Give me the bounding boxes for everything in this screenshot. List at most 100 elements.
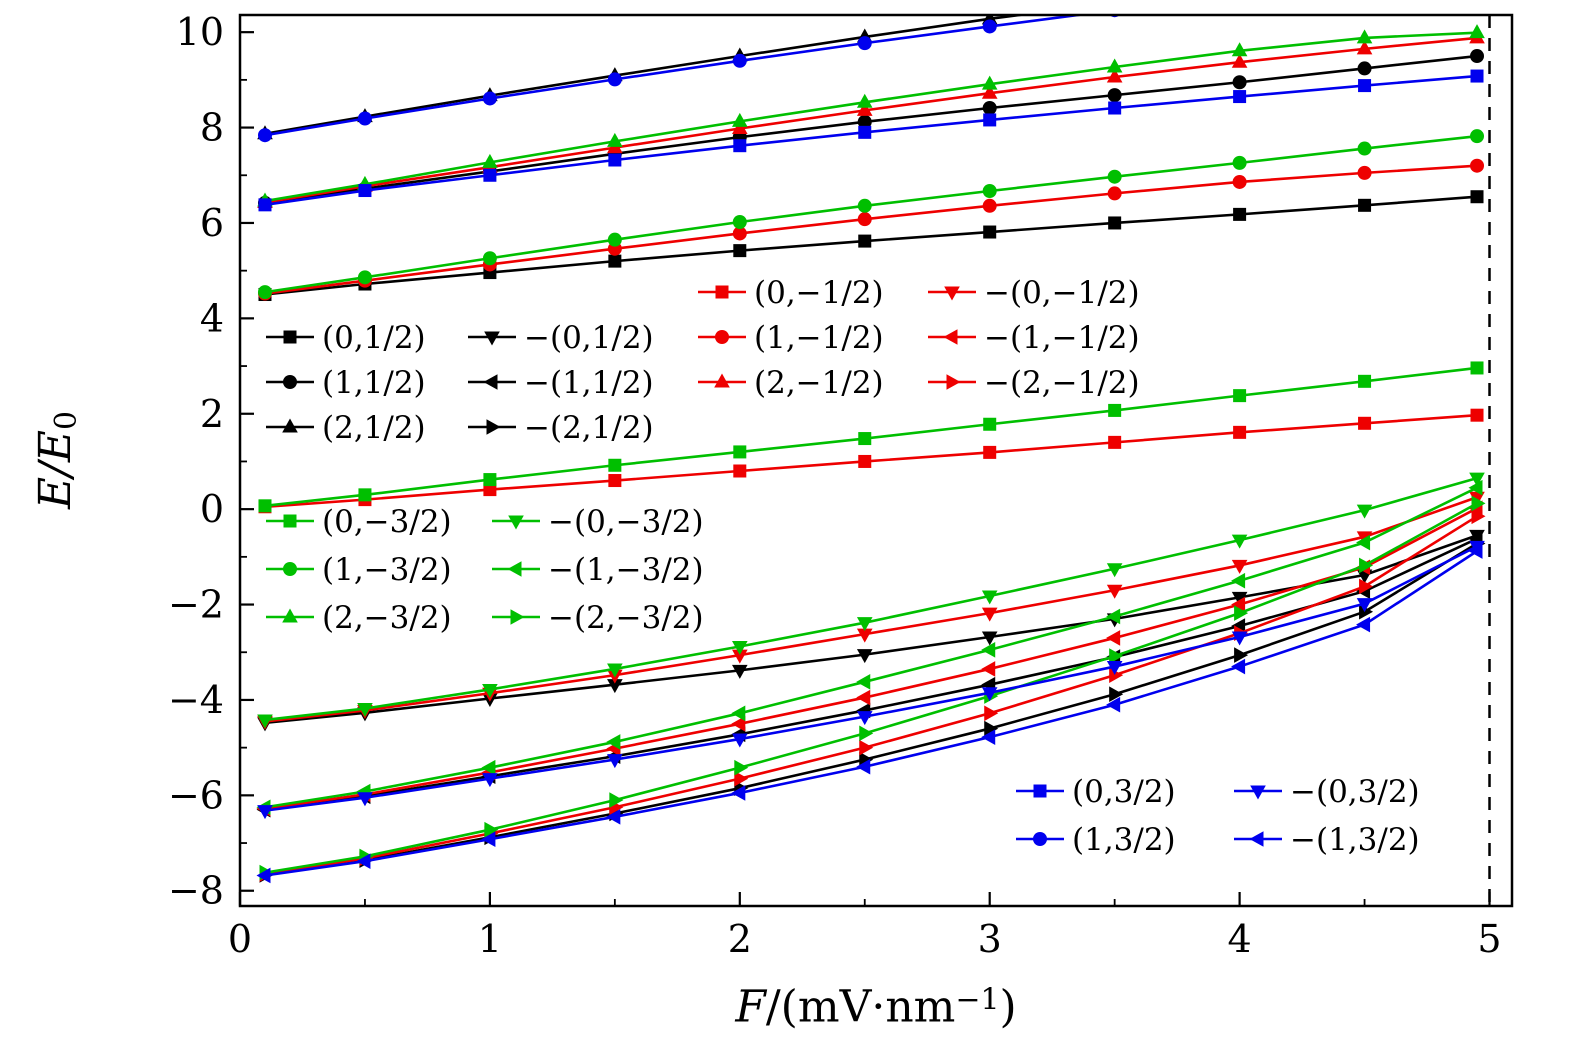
legend-label: −(1,3/2) (1290, 822, 1420, 858)
series-marker-triangle-down (1356, 598, 1373, 613)
series-marker-triangle-down (607, 663, 623, 678)
series-marker-triangle-down (1231, 534, 1248, 549)
series-marker-triangle-left (483, 374, 498, 390)
series-marker-square (1033, 784, 1047, 798)
x-axis-title: F/(mV·nm−1) (735, 982, 1016, 1033)
series-marker-triangle-down (856, 617, 873, 632)
x-axis-title-symbol: F (735, 981, 766, 1033)
series-marker-triangle-left (731, 705, 746, 722)
series-marker-circle (732, 226, 747, 241)
series-marker-square (283, 330, 297, 344)
x-axis-title-exponent: −1 (955, 982, 1000, 1018)
series-marker-square (283, 514, 297, 528)
series-marker-square (1470, 408, 1484, 422)
series-marker-triangle-up (282, 418, 298, 433)
series-marker-triangle-down (1231, 591, 1248, 606)
series-marker-triangle-right (859, 739, 874, 756)
series-marker-triangle-left (1106, 630, 1121, 646)
y-tick-label: −4 (168, 678, 224, 722)
legend-entry: (2,−3/2) (266, 600, 452, 636)
y-axis-title: E/E0 (30, 411, 84, 509)
series-marker-square (608, 474, 622, 488)
series-marker-circle (482, 91, 497, 106)
series (257, 29, 1485, 208)
legend-entry: −(0,−3/2) (492, 504, 704, 540)
series-marker-triangle-right (1234, 647, 1249, 663)
series-marker-circle (732, 53, 747, 68)
series-marker-square (608, 458, 622, 472)
legend-label: −(0,1/2) (524, 320, 654, 356)
series (258, 69, 1484, 212)
y-tick-label: 2 (200, 392, 224, 436)
legend-entry: (0,3/2) (1016, 774, 1176, 810)
series-marker-circle (1233, 0, 1247, 1)
series (257, 472, 1485, 729)
series (258, 408, 1484, 514)
series-marker-square (258, 198, 272, 212)
series-marker-triangle-left (606, 809, 621, 825)
legend-label: (1,−3/2) (322, 552, 452, 588)
series-marker-triangle-right (1471, 495, 1486, 512)
series-line (264, 134, 1478, 294)
series-marker-triangle-down (732, 641, 748, 656)
series-marker-square (983, 445, 997, 459)
legend-label: (2,−3/2) (322, 600, 452, 636)
series-marker-square (1358, 198, 1372, 212)
series-marker-triangle-left (1468, 479, 1483, 496)
legend-label: (0,−1/2) (754, 275, 884, 311)
series-marker-circle (857, 212, 872, 227)
legend-entry: (1,3/2) (1016, 822, 1176, 858)
series-marker-triangle-down (357, 792, 373, 807)
series-marker-triangle-down (732, 733, 748, 748)
series-layer (256, 0, 1486, 884)
series-marker-triangle-down (1469, 472, 1485, 487)
series-marker-triangle-down (944, 286, 960, 301)
series-marker-triangle-right (984, 720, 999, 737)
legend-entry: −(1,−3/2) (492, 552, 704, 588)
series-marker-triangle-down (484, 331, 500, 346)
y-tick-label: 6 (200, 201, 224, 245)
legend-block: (0,3/2) −(0,3/2) (1,3/2) −(1,3/2) (1016, 774, 1420, 858)
series-marker-square (1233, 90, 1247, 104)
series-marker-square (608, 254, 622, 268)
series-marker-triangle-down (508, 515, 524, 530)
series-marker-square (1358, 79, 1372, 93)
series-marker-triangle-down (482, 773, 498, 788)
legend-block: (0,−3/2) −(0,−3/2) (1,−3/2) −(1,−3/2) (2,−3/… (266, 504, 704, 636)
series-marker-triangle-left (731, 785, 746, 801)
series-marker-triangle-left (981, 661, 996, 677)
series-marker-circle (857, 36, 872, 51)
series-marker-triangle-left (1231, 596, 1246, 613)
legend-label: −(1,−1/2) (984, 320, 1140, 356)
legend-label: −(2,1/2) (524, 410, 654, 446)
series-marker-circle (982, 19, 997, 34)
legend-label: (0,3/2) (1072, 774, 1176, 810)
series-marker-circle (607, 232, 622, 247)
series-marker-circle (1033, 832, 1047, 846)
series-marker-circle (257, 128, 272, 143)
y-tick-label: 8 (200, 106, 224, 150)
series-marker-triangle-left (356, 853, 371, 869)
series-marker-triangle-up (1231, 53, 1248, 68)
series-marker-triangle-up (482, 153, 498, 168)
x-axis-title-close: ) (999, 981, 1017, 1033)
series-line (264, 74, 1478, 207)
series-marker-circle (982, 184, 997, 199)
series-marker-circle (857, 114, 872, 129)
series-marker-square (1108, 216, 1122, 230)
legend-entry: −(2,−1/2) (928, 365, 1140, 401)
legend-entry: −(0,−1/2) (928, 275, 1140, 311)
series-marker-square (1108, 435, 1122, 449)
legend-entry: −(2,−3/2) (492, 600, 704, 636)
series-marker-square (858, 125, 872, 139)
series-marker-square (358, 488, 372, 502)
series-marker-triangle-right (609, 792, 624, 808)
series-marker-triangle-up (1356, 29, 1373, 44)
series-marker-triangle-right (1359, 578, 1374, 595)
series-marker-triangle-left (731, 715, 746, 732)
series-marker-triangle-up (1356, 40, 1373, 55)
series-marker-triangle-up (1106, 58, 1123, 73)
series-marker-triangle-down (1356, 504, 1373, 519)
series-marker-circle (1107, 88, 1122, 103)
series-marker-triangle-down (1106, 563, 1123, 578)
